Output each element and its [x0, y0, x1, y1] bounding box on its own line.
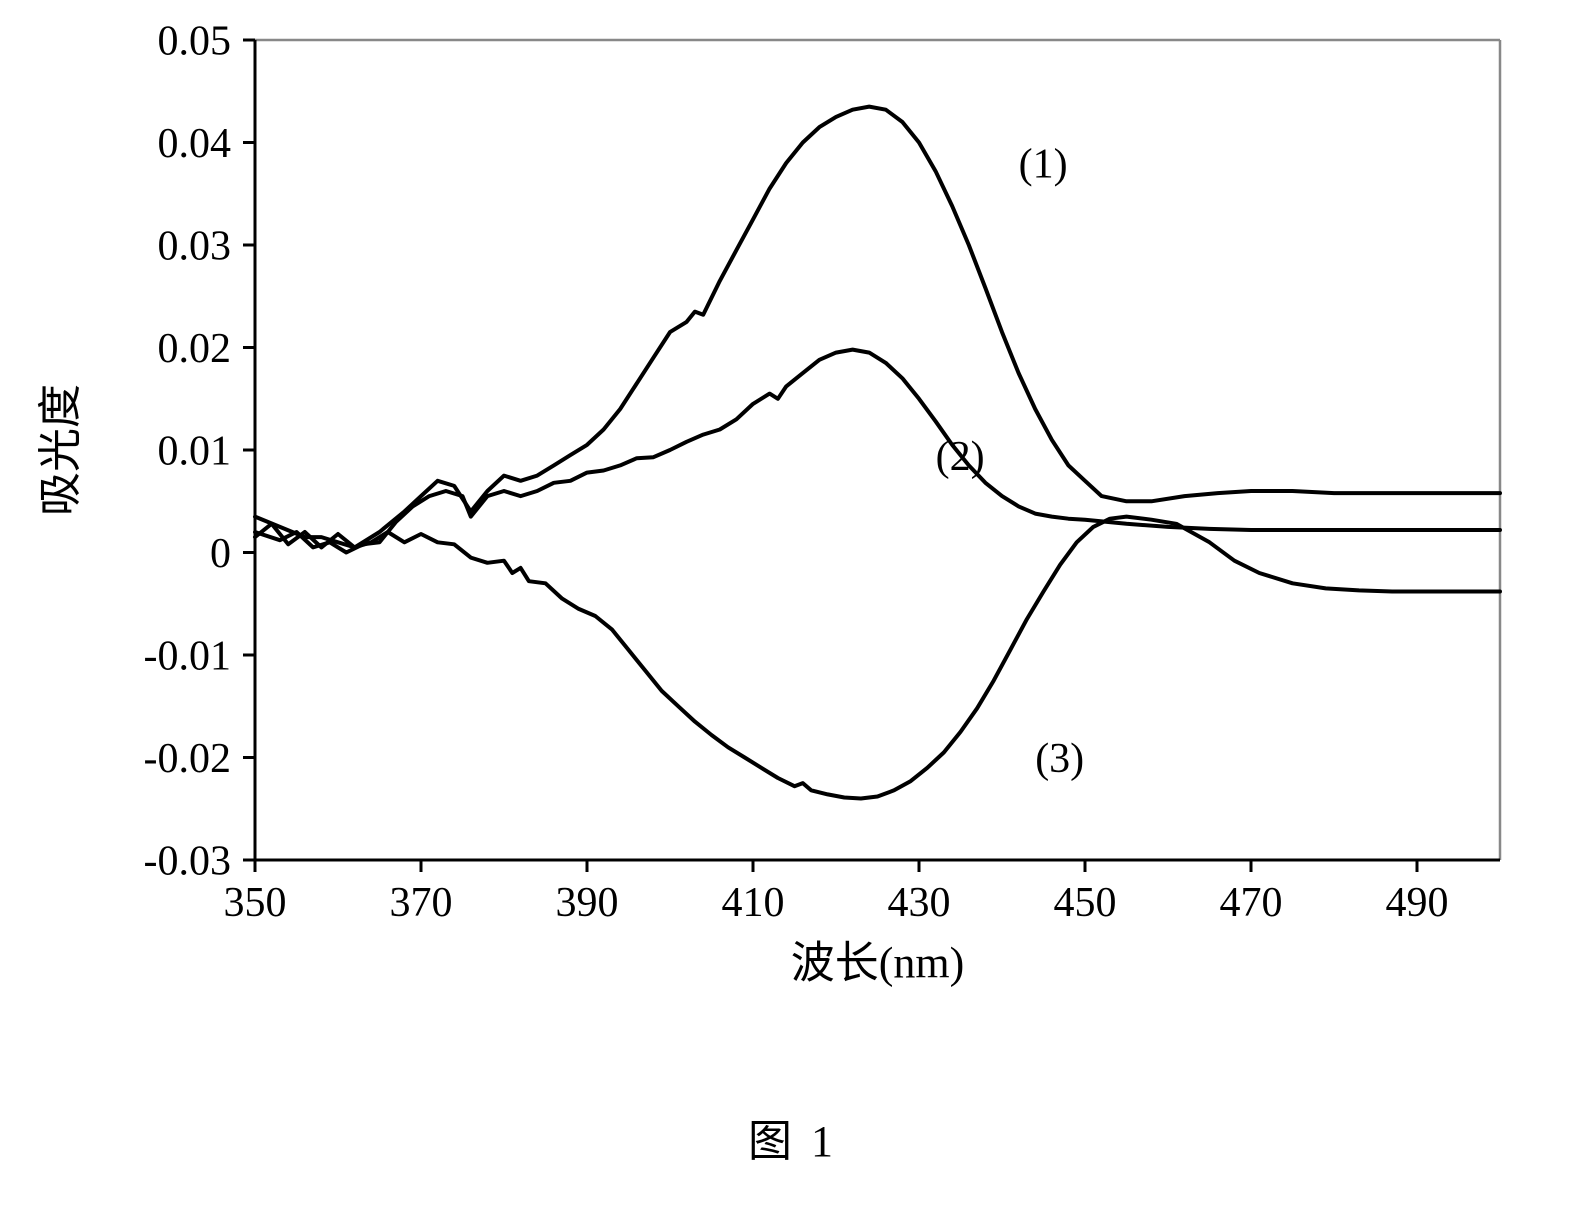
y-tick-label: 0.01	[158, 429, 232, 475]
x-tick-label: 390	[556, 880, 619, 926]
y-tick-label: 0	[210, 531, 231, 577]
y-tick-label: -0.02	[144, 736, 232, 782]
figure-caption: 图 1	[0, 1105, 1585, 1169]
y-tick-label: 0.04	[158, 121, 232, 167]
series-label-s2: (2)	[936, 434, 985, 480]
x-tick-label: 450	[1054, 880, 1117, 926]
y-axis-title: 吸光度	[36, 384, 85, 516]
x-tick-label: 430	[888, 880, 951, 926]
page: -0.03 -0.02 -0.01 0 0.01 0.02 0.03 0.04 0.05 350 3…	[0, 0, 1585, 1220]
y-tick-label: -0.03	[144, 839, 232, 885]
series-s2	[255, 350, 1500, 553]
x-tick-label: 370	[390, 880, 453, 926]
x-axis-title: 波长(nm)	[791, 939, 965, 988]
x-tick-label: 490	[1386, 880, 1449, 926]
y-tick-label: -0.01	[144, 634, 232, 680]
x-tick-label: 350	[224, 880, 287, 926]
y-tick-label: 0.05	[158, 19, 232, 65]
y-tick-label: 0.02	[158, 326, 232, 372]
series-label-s3: (3)	[1035, 736, 1084, 782]
x-tick-label: 470	[1220, 880, 1283, 926]
series-label-s1: (1)	[1019, 142, 1068, 188]
y-tick-label: 0.03	[158, 224, 232, 270]
series-s1	[255, 107, 1500, 548]
spectrum-chart: -0.03 -0.02 -0.01 0 0.01 0.02 0.03 0.04 0.05 350 3…	[0, 0, 1585, 1060]
x-tick-label: 410	[722, 880, 785, 926]
series-s3	[255, 517, 1500, 799]
